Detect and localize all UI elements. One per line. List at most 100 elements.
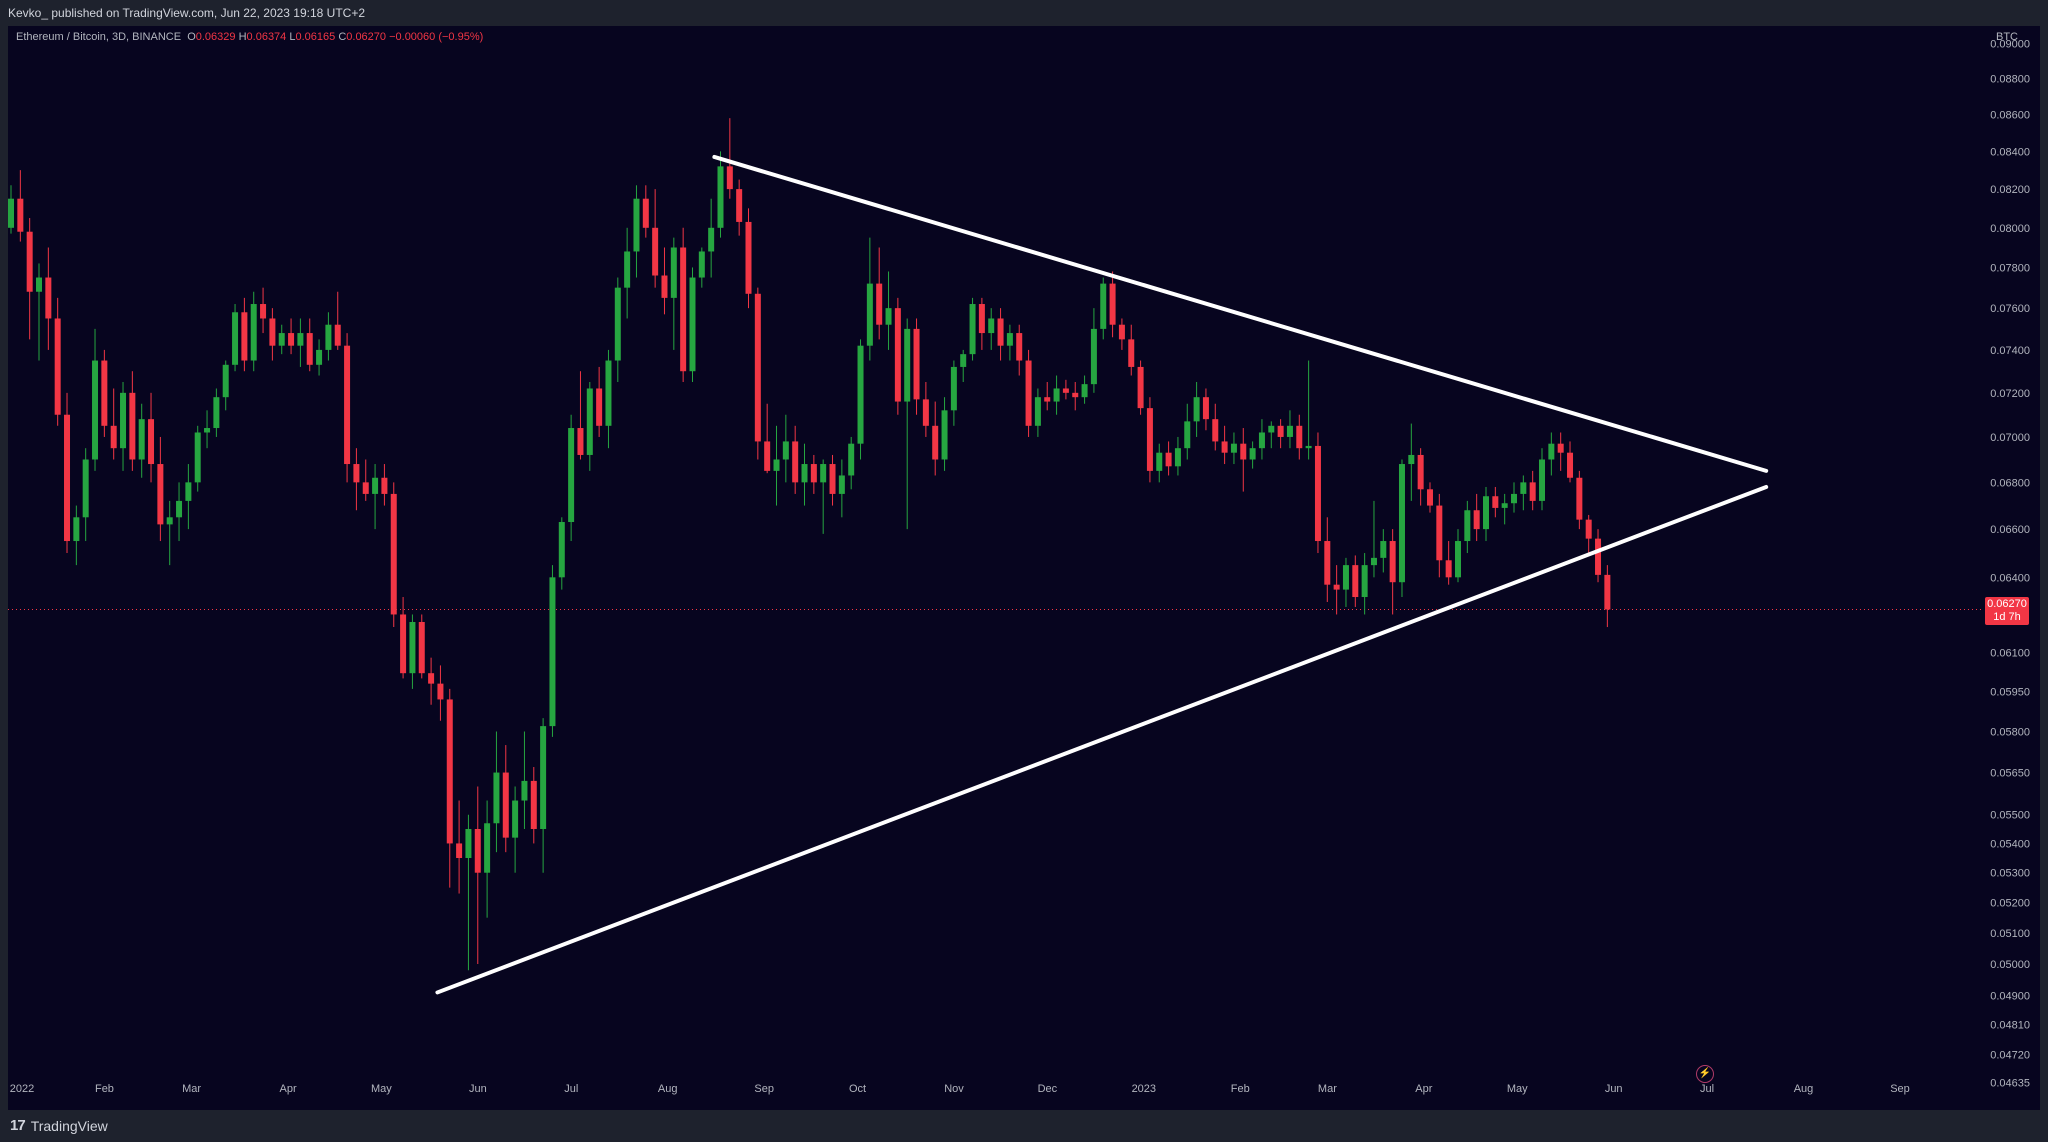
price-tick-label: 0.08400 <box>1990 146 2030 158</box>
candle <box>745 208 752 309</box>
candle-body <box>1034 397 1041 426</box>
candle <box>876 247 883 340</box>
candle <box>1585 514 1592 554</box>
candle-body <box>922 399 929 426</box>
time-tick-label: Jun <box>469 1083 487 1095</box>
candle <box>260 287 267 334</box>
tradingview-logo-icon: 17 <box>10 1117 26 1134</box>
candle-body <box>241 312 248 361</box>
candle <box>1081 375 1088 404</box>
candle-body <box>82 459 89 518</box>
candle <box>698 247 705 288</box>
candle-body <box>670 247 677 298</box>
candle-body <box>1361 565 1368 598</box>
candle <box>988 308 995 350</box>
candle <box>708 198 715 278</box>
candle <box>829 454 836 506</box>
candle-body <box>502 772 509 838</box>
price-chart[interactable]: 0.09000 0.08800 0.08600 0.08400 0.08200 0.080… <box>8 26 2040 1110</box>
candle <box>1128 324 1135 376</box>
candle-body <box>866 283 873 346</box>
candle-body <box>36 277 43 292</box>
candle <box>54 297 61 426</box>
time-tick-label: Sep <box>1890 1083 1910 1095</box>
candle-body <box>540 726 547 830</box>
candle <box>1193 381 1200 437</box>
candle <box>148 392 155 483</box>
time-tick-label: Oct <box>849 1083 866 1095</box>
candle <box>624 227 631 319</box>
candle <box>1156 443 1163 483</box>
candle-body <box>1025 360 1032 426</box>
candle-body <box>913 328 920 400</box>
candle <box>1398 459 1405 598</box>
candle <box>1595 529 1602 583</box>
symbol-name: Ethereum / Bitcoin, 3D, BINANCE <box>16 31 182 43</box>
candle <box>484 800 491 918</box>
candle <box>1408 423 1415 501</box>
candle <box>1604 565 1611 628</box>
candle-body <box>1511 493 1518 504</box>
candle-body <box>1426 489 1433 506</box>
candle <box>222 360 229 411</box>
lightning-icon[interactable]: ⚡ <box>1696 1065 1714 1083</box>
candle-body <box>185 482 192 501</box>
time-tick-label: Jul <box>1700 1083 1714 1095</box>
candle-body <box>1305 445 1312 449</box>
price-tick-label: 0.06800 <box>1990 477 2030 489</box>
open-label: O <box>187 31 196 43</box>
price-tick-label: 0.04900 <box>1990 991 2030 1003</box>
candle <box>1118 318 1125 350</box>
price-tick-label: 0.05500 <box>1990 810 2030 822</box>
candles-layer <box>8 118 1611 971</box>
candle-body <box>157 464 164 525</box>
price-axis: 0.09000 0.08800 0.08600 0.08400 0.08200 0.080… <box>1990 38 2030 1089</box>
last-price-value: 0.06270 <box>1987 598 2027 610</box>
candle-body <box>1118 324 1125 340</box>
candle-body <box>437 683 444 700</box>
candle-body <box>530 780 537 830</box>
chart-frame <box>8 26 2040 1110</box>
price-tick-label: 0.08800 <box>1990 74 2030 86</box>
time-tick-label: Nov <box>944 1083 964 1095</box>
trendline-lower[interactable] <box>435 484 1769 995</box>
candle <box>465 814 472 971</box>
candle-body <box>1137 366 1144 409</box>
candle-body <box>894 308 901 402</box>
candle-body <box>1576 477 1583 520</box>
candle <box>717 151 724 238</box>
candle-body <box>596 388 603 426</box>
candle <box>1034 388 1041 437</box>
candle-body <box>782 441 789 460</box>
candle <box>549 565 556 737</box>
candle-body <box>232 312 239 365</box>
candle-body <box>512 800 519 838</box>
close-value: 0.06270 <box>346 31 387 43</box>
candle <box>922 381 929 437</box>
candle <box>1212 403 1219 451</box>
candle-body <box>204 428 211 433</box>
candle-body <box>45 277 52 319</box>
price-tick-label: 0.04720 <box>1990 1049 2030 1061</box>
candle <box>530 767 537 844</box>
price-unit-label[interactable]: BTC <box>1996 31 2018 43</box>
tradingview-brand[interactable]: 17 TradingView <box>10 1117 108 1134</box>
candle-body <box>950 366 957 411</box>
candle <box>204 410 211 449</box>
candle-body <box>334 324 341 346</box>
candle <box>838 459 845 518</box>
candle-body <box>586 388 593 455</box>
trendline-upper[interactable] <box>712 154 1769 473</box>
time-tick-label: 2023 <box>1132 1083 1156 1095</box>
candle-body <box>680 247 687 372</box>
price-tick-label: 0.05400 <box>1990 838 2030 850</box>
candle <box>1016 324 1023 376</box>
candle-body <box>325 324 332 350</box>
candle-body <box>288 333 295 346</box>
price-tick-label: 0.07800 <box>1990 262 2030 274</box>
candle-body <box>418 622 425 674</box>
candle <box>670 237 677 350</box>
candle-body <box>1352 565 1359 598</box>
candle <box>512 786 519 873</box>
candle-body <box>1193 397 1200 422</box>
